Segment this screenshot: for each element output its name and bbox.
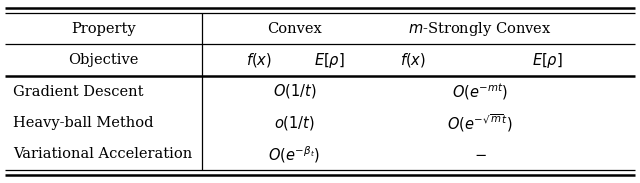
Text: Heavy-ball Method: Heavy-ball Method xyxy=(13,116,154,130)
Text: $m$-Strongly Convex: $m$-Strongly Convex xyxy=(408,20,552,38)
Text: $O(1/t)$: $O(1/t)$ xyxy=(273,83,316,100)
Text: Gradient Descent: Gradient Descent xyxy=(13,85,143,98)
Text: $f(x)$: $f(x)$ xyxy=(246,51,272,69)
Text: $O(e^{-\sqrt{m}t})$: $O(e^{-\sqrt{m}t})$ xyxy=(447,112,513,134)
Text: Property: Property xyxy=(71,22,136,36)
Text: $-$: $-$ xyxy=(474,147,486,161)
Text: $f(x)$: $f(x)$ xyxy=(400,51,426,69)
Text: $O(e^{-\beta_t})$: $O(e^{-\beta_t})$ xyxy=(268,144,321,165)
Text: $O(e^{-mt})$: $O(e^{-mt})$ xyxy=(452,81,508,102)
Text: $E[\rho]$: $E[\rho]$ xyxy=(314,51,345,70)
Text: Variational Acceleration: Variational Acceleration xyxy=(13,147,192,161)
Text: Objective: Objective xyxy=(68,53,138,67)
Text: $o(1/t)$: $o(1/t)$ xyxy=(274,114,315,132)
Text: Convex: Convex xyxy=(267,22,322,36)
Text: $E[\rho]$: $E[\rho]$ xyxy=(532,51,563,70)
